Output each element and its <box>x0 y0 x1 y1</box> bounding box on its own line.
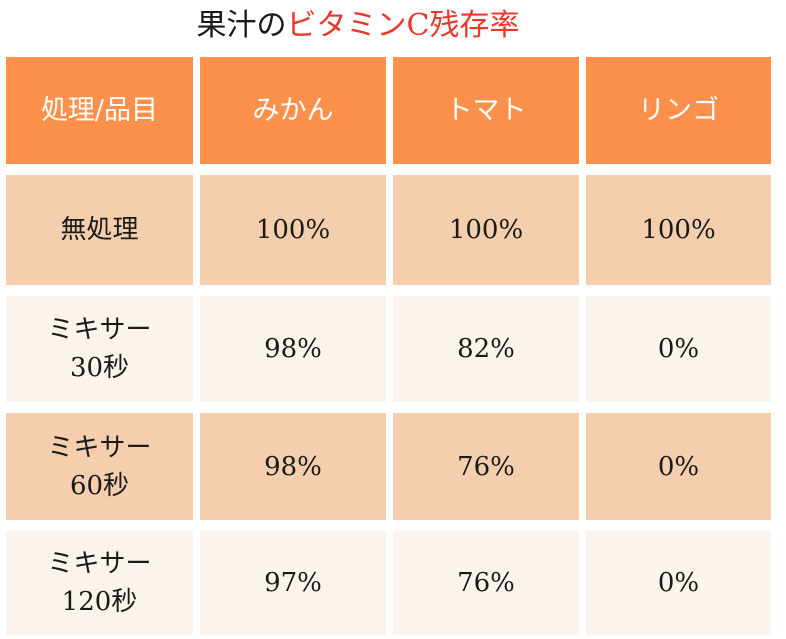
row-mixer-30-apple: 0% <box>586 296 771 402</box>
vitamin-c-table: 処理/品目 みかん トマト リンゴ 無処理 100% 100% 100% ミキサ… <box>6 57 771 635</box>
header-treatment: 処理/品目 <box>6 57 193 164</box>
row-mixer-60-tomato: 76% <box>393 413 579 520</box>
row-mixer-30-tomato: 82% <box>393 296 579 402</box>
row-untreated-tomato: 100% <box>393 175 579 285</box>
header-apple: リンゴ <box>586 57 771 164</box>
title-prefix: 果汁の <box>196 8 287 43</box>
page-title: 果汁のビタミンC残存率 <box>0 8 716 44</box>
row-mixer-60-label: ミキサー 60秒 <box>6 413 193 520</box>
row-untreated-apple: 100% <box>586 175 771 285</box>
row-mixer-30-mikan: 98% <box>200 296 386 402</box>
row-mixer-60-mikan: 98% <box>200 413 386 520</box>
row-mixer-120-tomato: 76% <box>393 531 579 635</box>
row-mixer-30-label: ミキサー 30秒 <box>6 296 193 402</box>
header-tomato: トマト <box>393 57 579 164</box>
row-mixer-60-apple: 0% <box>586 413 771 520</box>
row-untreated-mikan: 100% <box>200 175 386 285</box>
row-mixer-120-apple: 0% <box>586 531 771 635</box>
header-mikan: みかん <box>200 57 386 164</box>
title-highlight: ビタミンC残存率 <box>286 8 520 43</box>
row-mixer-120-mikan: 97% <box>200 531 386 635</box>
row-untreated-label: 無処理 <box>6 175 193 285</box>
row-mixer-120-label: ミキサー 120秒 <box>6 531 193 635</box>
